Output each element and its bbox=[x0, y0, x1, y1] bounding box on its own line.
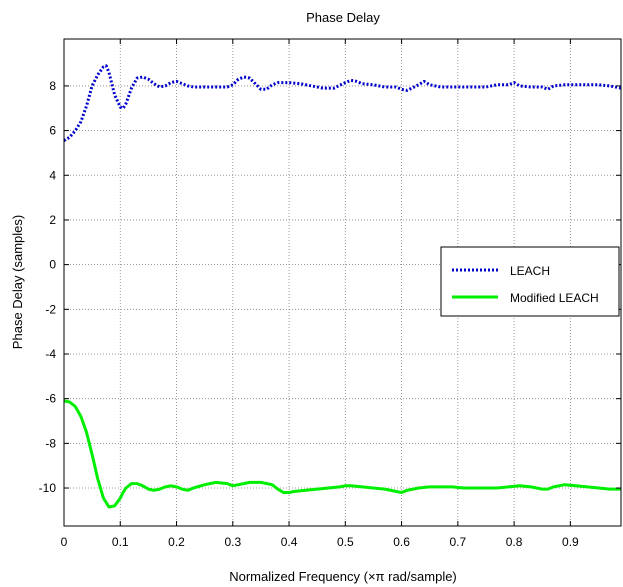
y-tick-label: 6 bbox=[49, 124, 56, 138]
y-tick-label: -10 bbox=[39, 481, 57, 495]
legend-box bbox=[440, 246, 620, 317]
y-tick-label: -6 bbox=[45, 392, 56, 406]
x-tick-label: 0 bbox=[61, 535, 68, 549]
x-tick-label: 0.1 bbox=[112, 535, 129, 549]
x-axis-label: Normalized Frequency (×π rad/sample) bbox=[229, 569, 457, 584]
y-tick-label: 2 bbox=[49, 213, 56, 227]
y-axis-label: Phase Delay (samples) bbox=[10, 215, 25, 349]
x-tick-label: 0.6 bbox=[393, 535, 410, 549]
series-line-1 bbox=[63, 399, 621, 509]
x-tick-label: 0.4 bbox=[281, 535, 298, 549]
plot-frame bbox=[63, 38, 622, 527]
x-tick-label: 0.7 bbox=[449, 535, 466, 549]
y-tick-label: -2 bbox=[45, 302, 56, 316]
y-tick-label: 0 bbox=[49, 258, 56, 272]
y-tick-label: -4 bbox=[45, 347, 56, 361]
legend: LEACH Modified LEACH bbox=[440, 246, 620, 317]
x-tick-labels: 0 0.1 0.2 0.3 0.4 0.5 0.6 0.7 0.8 0.9 bbox=[61, 535, 579, 549]
grid-lines bbox=[64, 39, 621, 526]
y-tick-labels: 8 6 4 2 0 -2 -4 -6 -8 -10 bbox=[39, 79, 57, 495]
series-line-0 bbox=[63, 64, 622, 142]
y-tick-label: -8 bbox=[45, 436, 56, 450]
x-tick-label: 0.2 bbox=[168, 535, 185, 549]
series-lines bbox=[63, 64, 622, 509]
x-tick-label: 0.8 bbox=[506, 535, 523, 549]
chart-title: Phase Delay bbox=[306, 10, 380, 25]
x-tick-label: 0.9 bbox=[562, 535, 579, 549]
legend-label-leach: LEACH bbox=[510, 264, 550, 278]
y-tick-label: 8 bbox=[49, 79, 56, 93]
x-tick-label: 0.3 bbox=[224, 535, 241, 549]
y-tick-label: 4 bbox=[49, 168, 56, 182]
legend-label-modified-leach: Modified LEACH bbox=[510, 291, 599, 305]
x-tick-label: 0.5 bbox=[337, 535, 354, 549]
